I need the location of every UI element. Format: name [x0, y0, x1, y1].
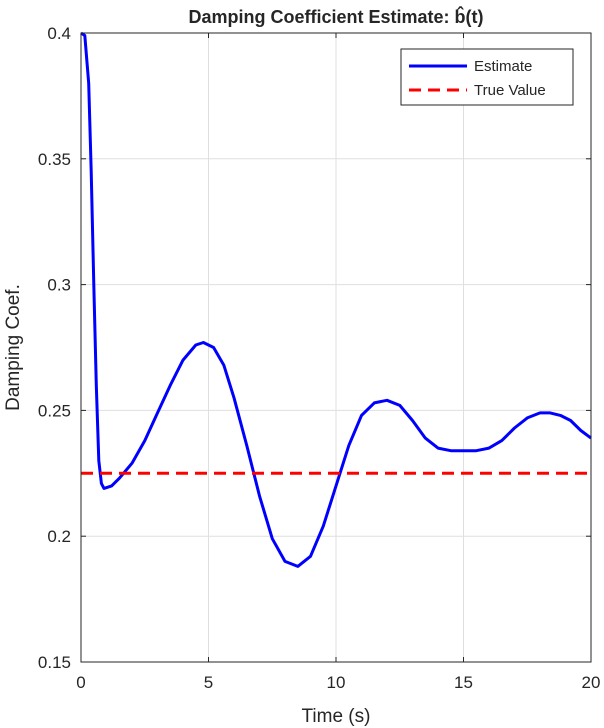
- y-tick-label: 0.25: [38, 401, 71, 420]
- grid-lines: [81, 33, 591, 662]
- y-tick-label: 0.4: [47, 24, 71, 43]
- y-tick-label: 0.35: [38, 150, 71, 169]
- legend-label-true-value: True Value: [474, 82, 546, 99]
- legend-label-estimate: Estimate: [474, 58, 532, 75]
- x-tick-label: 15: [454, 673, 473, 692]
- x-tick-label: 5: [204, 673, 213, 692]
- y-tick-label: 0.2: [47, 527, 71, 546]
- y-tick-label: 0.3: [47, 276, 71, 295]
- legend-box: [400, 48, 574, 106]
- axis-ticks: 0 5 10 15 20 0.15 0.2 0.25 0.3 0.35 0.4: [38, 24, 601, 692]
- x-tick-label: 20: [582, 673, 601, 692]
- series-line-estimate: [80, 31, 592, 568]
- legend: Estimate True Value: [400, 48, 574, 106]
- x-tick-label: 0: [76, 673, 85, 692]
- x-axis-label: Time (s): [302, 706, 371, 727]
- chart-title: Damping Coefficient Estimate: b̂(t): [188, 6, 483, 27]
- x-tick-label: 10: [327, 673, 346, 692]
- series-layer: [80, 31, 592, 568]
- y-axis-label: Damping Coef.: [3, 284, 24, 411]
- y-tick-label: 0.15: [38, 653, 71, 672]
